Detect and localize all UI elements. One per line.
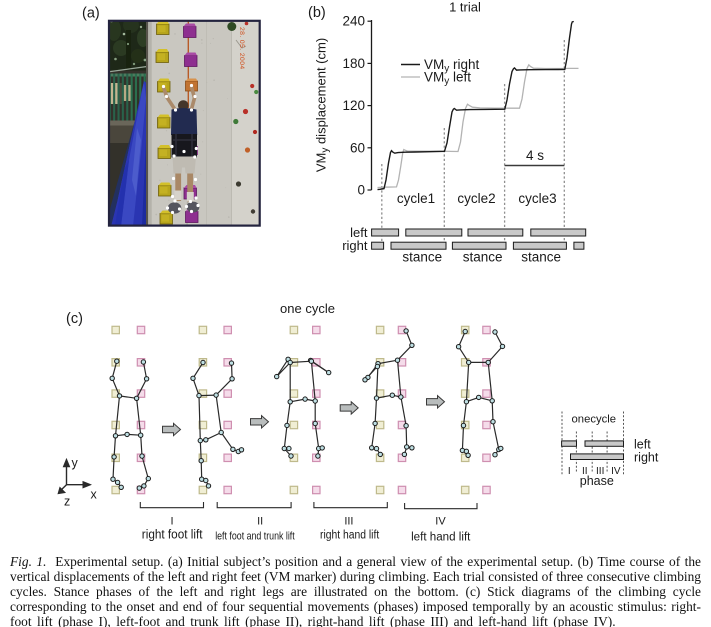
svg-text:VMy right: VMy right: [424, 57, 480, 75]
svg-text:x: x: [91, 488, 98, 502]
svg-text:III: III: [344, 516, 353, 528]
svg-text:onecycle: onecycle: [572, 413, 617, 425]
svg-text:stance: stance: [521, 250, 561, 265]
svg-text:right: right: [342, 238, 368, 253]
svg-text:stance: stance: [463, 250, 503, 265]
svg-text:1 trial: 1 trial: [449, 0, 481, 15]
svg-text:left: left: [634, 438, 651, 452]
svg-text:120: 120: [342, 98, 365, 113]
svg-text:I: I: [568, 466, 571, 477]
svg-text:one cycle: one cycle: [280, 301, 335, 316]
svg-text:phase: phase: [580, 474, 614, 488]
svg-text:cycle1: cycle1: [397, 191, 435, 206]
svg-text:VMy left: VMy left: [424, 70, 471, 88]
svg-text:28. 05. 2004: 28. 05. 2004: [238, 27, 245, 70]
svg-text:cycle3: cycle3: [518, 191, 556, 206]
svg-text:left foot and trunk lift: left foot and trunk lift: [215, 531, 295, 543]
svg-text:cycle2: cycle2: [457, 191, 495, 206]
svg-text:180: 180: [342, 56, 365, 71]
svg-text:IV: IV: [611, 466, 621, 477]
svg-text:(a): (a): [82, 6, 100, 22]
svg-text:left hand lift: left hand lift: [411, 532, 471, 544]
svg-text:stance: stance: [402, 250, 442, 265]
svg-text:II: II: [257, 516, 263, 528]
svg-text:IV: IV: [435, 516, 446, 528]
svg-text:III: III: [596, 466, 604, 477]
svg-text:4 s: 4 s: [526, 148, 544, 163]
svg-text:y: y: [72, 456, 79, 470]
svg-text:right: right: [634, 451, 659, 465]
svg-text:z: z: [64, 495, 70, 509]
svg-text:60: 60: [350, 140, 365, 155]
svg-text:240: 240: [342, 14, 365, 29]
svg-text:right foot lift: right foot lift: [142, 526, 203, 541]
svg-text:right hand lift: right hand lift: [320, 529, 380, 541]
svg-text:(c): (c): [66, 311, 83, 327]
svg-text:VMy displacement (cm): VMy displacement (cm): [314, 38, 332, 172]
svg-text:0: 0: [357, 183, 365, 198]
svg-text:II: II: [582, 466, 588, 477]
svg-text:left: left: [350, 225, 368, 240]
svg-text:(b): (b): [308, 5, 326, 21]
svg-text:I: I: [170, 516, 173, 528]
